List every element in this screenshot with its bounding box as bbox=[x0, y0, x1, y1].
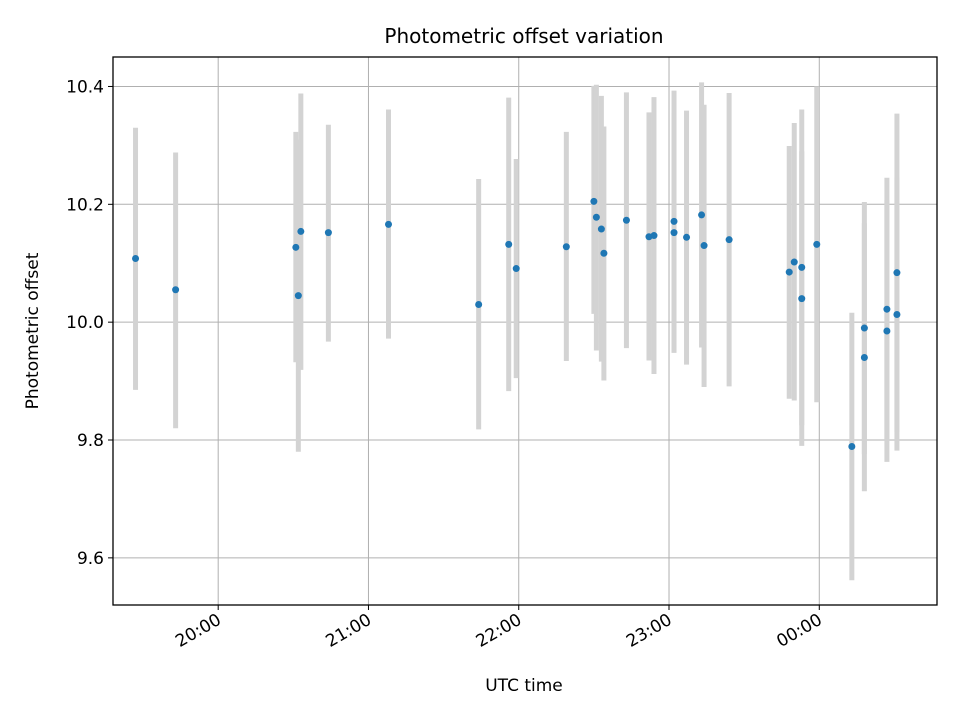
data-point bbox=[700, 242, 708, 250]
data-point bbox=[893, 269, 901, 277]
data-point bbox=[475, 300, 483, 308]
data-point bbox=[590, 197, 598, 205]
data-point bbox=[883, 305, 891, 313]
plot-frame bbox=[112, 56, 938, 606]
data-point bbox=[883, 327, 891, 335]
data-points bbox=[132, 197, 901, 450]
y-axis-label: Photometric offset bbox=[23, 252, 43, 409]
data-point bbox=[600, 249, 608, 257]
data-point bbox=[297, 227, 305, 235]
data-point bbox=[790, 258, 798, 266]
data-point bbox=[813, 240, 821, 248]
data-point bbox=[622, 216, 630, 224]
data-point bbox=[512, 265, 520, 273]
data-point bbox=[132, 255, 140, 263]
data-point bbox=[683, 233, 691, 241]
data-point bbox=[860, 324, 868, 332]
y-tick-label: 10.2 bbox=[66, 195, 104, 215]
chart-title: Photometric offset variation bbox=[384, 24, 663, 48]
data-point bbox=[562, 243, 570, 251]
y-tick-label: 10.0 bbox=[66, 313, 104, 333]
data-point bbox=[650, 232, 658, 240]
data-point bbox=[725, 236, 733, 244]
data-point bbox=[698, 211, 706, 219]
y-tick-label: 9.6 bbox=[77, 549, 104, 569]
x-axis-label: UTC time bbox=[485, 676, 563, 696]
data-point bbox=[385, 220, 393, 228]
data-point bbox=[798, 295, 806, 303]
data-point bbox=[798, 263, 806, 271]
y-ticks: 9.6 9.8 10.0 10.2 10.4 bbox=[66, 77, 113, 569]
data-point bbox=[505, 240, 513, 248]
data-point bbox=[860, 354, 868, 362]
y-tick-label: 9.8 bbox=[77, 431, 104, 451]
data-point bbox=[292, 243, 300, 251]
data-point bbox=[172, 286, 180, 294]
data-point bbox=[597, 225, 605, 233]
data-point bbox=[670, 229, 678, 237]
data-point bbox=[848, 442, 856, 450]
data-point bbox=[785, 268, 793, 276]
data-point bbox=[324, 229, 332, 237]
data-point bbox=[592, 213, 600, 221]
data-point bbox=[670, 217, 678, 225]
data-point bbox=[294, 292, 302, 300]
y-tick-label: 10.4 bbox=[66, 77, 104, 97]
data-point bbox=[893, 311, 901, 319]
